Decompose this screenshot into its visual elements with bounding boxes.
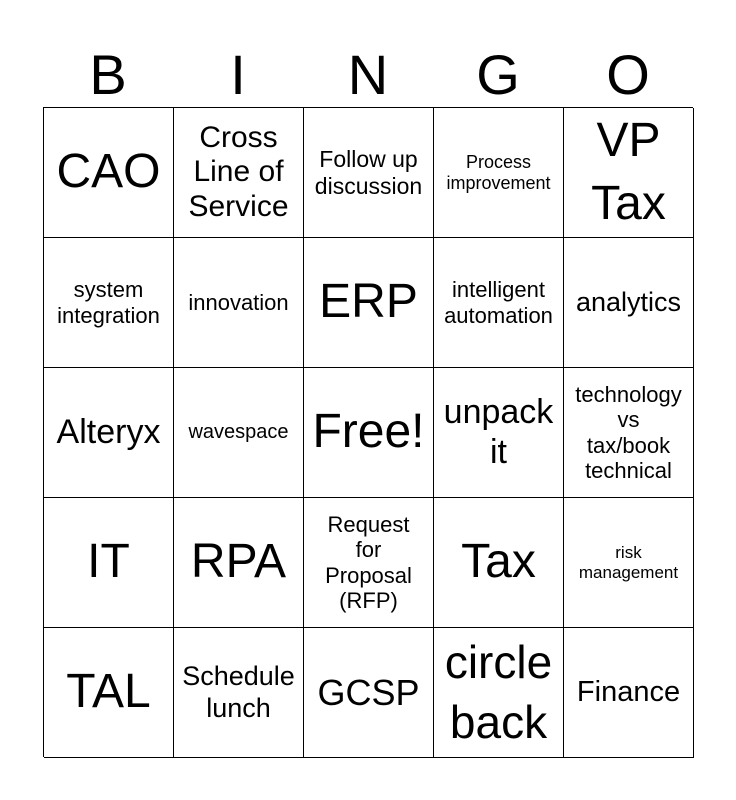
free-space-cell[interactable]: Free! (304, 368, 434, 498)
bingo-cell[interactable]: CAO (44, 108, 174, 238)
bingo-cell[interactable]: Finance (564, 628, 694, 758)
bingo-cell[interactable]: risk management (564, 498, 694, 628)
header-letter: G (476, 43, 520, 106)
bingo-card-grid: CAO Cross Line of Service Follow up discus… (43, 107, 694, 758)
bingo-cell[interactable]: circle back (434, 628, 564, 758)
bingo-cell[interactable]: Schedule lunch (174, 628, 304, 758)
header-letter: O (606, 43, 650, 106)
bingo-cell[interactable]: Cross Line of Service (174, 108, 304, 238)
bingo-cell[interactable]: Tax (434, 498, 564, 628)
bingo-cell[interactable]: innovation (174, 238, 304, 368)
bingo-cell[interactable]: Alteryx (44, 368, 174, 498)
header-letter: I (230, 43, 246, 106)
bingo-cell[interactable]: VP Tax (564, 108, 694, 238)
bingo-cell[interactable]: wavespace (174, 368, 304, 498)
bingo-cell[interactable]: IT (44, 498, 174, 628)
bingo-cell[interactable]: Process improvement (434, 108, 564, 238)
bingo-cell[interactable]: RPA (174, 498, 304, 628)
bingo-cell[interactable]: Follow up discussion (304, 108, 434, 238)
header-letter: B (89, 43, 127, 106)
bingo-cell[interactable]: technology vs tax/book technical (564, 368, 694, 498)
bingo-cell[interactable]: intelligent automation (434, 238, 564, 368)
bingo-cell[interactable]: analytics (564, 238, 694, 368)
bingo-cell[interactable]: TAL (44, 628, 174, 758)
bingo-cell[interactable]: unpack it (434, 368, 564, 498)
bingo-cell[interactable]: GCSP (304, 628, 434, 758)
header-letter: N (347, 43, 389, 106)
bingo-cell[interactable]: ERP (304, 238, 434, 368)
bingo-cell[interactable]: Request for Proposal (RFP) (304, 498, 434, 628)
bingo-cell[interactable]: system integration (44, 238, 174, 368)
